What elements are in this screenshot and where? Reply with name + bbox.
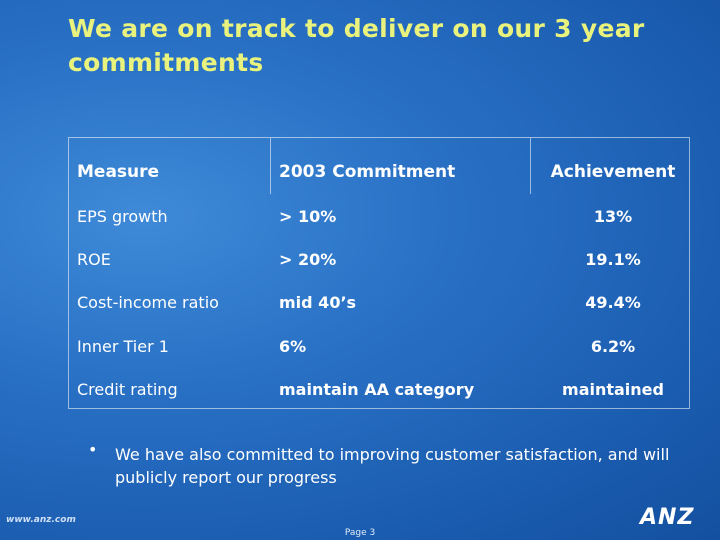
table-cell: Inner Tier 1 xyxy=(77,336,169,356)
table-cell: maintained xyxy=(562,379,664,399)
table-cell: Credit rating xyxy=(77,379,178,399)
table-cell: 49.4% xyxy=(585,293,641,313)
column-header: 2003 Commitment xyxy=(279,162,456,182)
logo: ANZ xyxy=(640,505,695,530)
commitments-table: Measure 2003 Commitment Achievement EPS gro… xyxy=(68,137,690,409)
bullet-marker: • xyxy=(88,440,98,459)
table-cell: > 10% xyxy=(279,207,337,226)
column-header: Achievement xyxy=(550,162,676,182)
table-cell: ROE xyxy=(77,250,111,270)
bullet-text: We have also committed to improving cust… xyxy=(115,445,670,487)
column-header: Measure xyxy=(77,162,160,182)
column-separator xyxy=(530,138,531,194)
column-separator xyxy=(270,138,271,194)
table-cell: Cost-income ratio xyxy=(77,293,219,313)
table-cell: 6% xyxy=(279,336,307,356)
table-cell: mid 40’s xyxy=(279,293,357,313)
table-cell: 13% xyxy=(593,207,633,226)
table-cell: 19.1% xyxy=(585,250,641,270)
table-cell: 6.2% xyxy=(590,336,636,356)
page-number: Page 3 xyxy=(344,528,376,538)
table-cell: EPS growth xyxy=(77,207,168,226)
table-cell: maintain AA category xyxy=(279,379,475,399)
table-cell: > 20% xyxy=(279,250,337,270)
website: www.anz.com xyxy=(6,515,76,525)
slide-title: We are on track to deliver on our 3 year… xyxy=(68,14,645,77)
